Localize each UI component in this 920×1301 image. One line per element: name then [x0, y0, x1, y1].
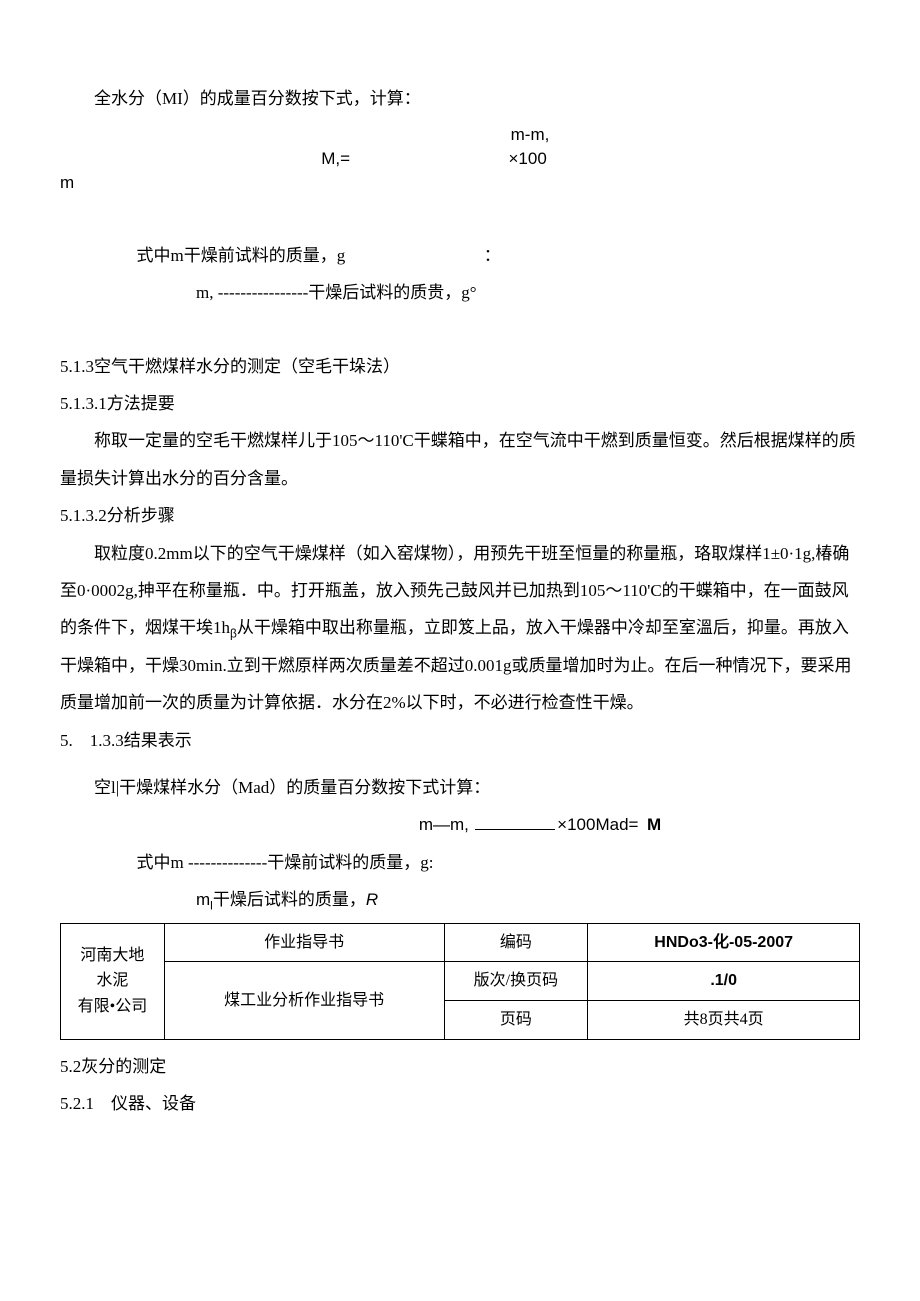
heading-5-1-3-1: 5.1.3.1方法提要: [60, 385, 860, 422]
formula-rhs: ×100: [509, 149, 547, 168]
mad-intro: 空l|干燥煤样水分（Mad）的质量百分数按下式计算：: [60, 769, 860, 806]
where-line-2: m, ----------------干燥后试料的质贵，g°: [60, 274, 860, 311]
heading-5-1-3-3: 5. 1.3.3结果表示: [60, 722, 860, 759]
formula-full-moisture: m-m, M,= ×100 m: [60, 123, 860, 194]
cell-label-rev: 版次/换页码: [444, 962, 588, 1001]
heading-5-1-3-2: 5.1.3.2分析步骤: [60, 497, 860, 534]
paragraph-5-1-3-2: 取粒度0.2mm以下的空气干燥煤样（如入窑煤物），用预先干班至恒量的称量瓶，珞取…: [60, 535, 860, 722]
formula-mad-m: M: [647, 815, 661, 834]
cell-title-main: 作业指导书: [164, 923, 444, 962]
mad-where2-r: R: [366, 890, 378, 909]
formula-mad-left: m—m,: [419, 815, 469, 834]
formula-lhs: M,=: [60, 147, 350, 171]
intro-full-moisture: 全水分（MI）的成量百分数按下式，计算：: [60, 80, 860, 117]
heading-5-2-1: 5.2.1 仪器、设备: [60, 1085, 860, 1122]
paragraph-5-1-3-1: 称取一定量的空毛干燃煤样儿于105〜110'C干蝶箱中，在空气流中干燃到质量恒变…: [60, 422, 860, 497]
cell-org: 河南大地 水泥 有限•公司: [61, 923, 165, 1039]
formula-mad-blank: [475, 814, 555, 830]
cell-label-page: 页码: [444, 1000, 588, 1039]
formula-denominator: m: [60, 171, 860, 195]
cell-title-sub: 煤工业分析作业指导书: [164, 962, 444, 1039]
cell-value-code: HNDo3-化-05-2007: [588, 923, 860, 962]
mad-where2-text: 干燥后试料的质量，: [213, 890, 366, 909]
formula-mad: m—m, ×100Mad= M: [60, 806, 860, 843]
cell-value-page: 共8页共4页: [588, 1000, 860, 1039]
org-line2: 水泥: [96, 972, 128, 989]
p5132-subscript: β: [230, 627, 237, 641]
where1-prefix: 式中m干燥前试料的质量，g: [137, 246, 346, 265]
cell-value-rev: .1/0: [588, 962, 860, 1001]
formula-mad-right: ×100Mad=: [557, 815, 638, 834]
org-line3: 有限•公司: [78, 998, 148, 1015]
value-page-text: 共8页共4页: [684, 1011, 764, 1028]
cell-label-code: 编码: [444, 923, 588, 962]
formula-numerator: m-m,: [511, 125, 550, 144]
doc-info-table: 河南大地 水泥 有限•公司 作业指导书 编码 HNDo3-化-05-2007 煤…: [60, 923, 860, 1040]
heading-5-2: 5.2灰分的测定: [60, 1048, 860, 1085]
mad-where-1: 式中m --------------干燥前试料的质量，g:: [60, 844, 860, 881]
heading-5-1-3: 5.1.3空气干燃煤样水分的测定（空毛干垛法）: [60, 348, 860, 385]
mad-where2-m: m: [196, 890, 210, 909]
org-line1: 河南大地: [80, 947, 144, 964]
where1-suffix: ：: [484, 246, 501, 265]
where-line-1: 式中m干燥前试料的质量，g ：: [60, 237, 860, 274]
mad-where-2: ml干燥后试料的质量，R: [60, 881, 860, 919]
